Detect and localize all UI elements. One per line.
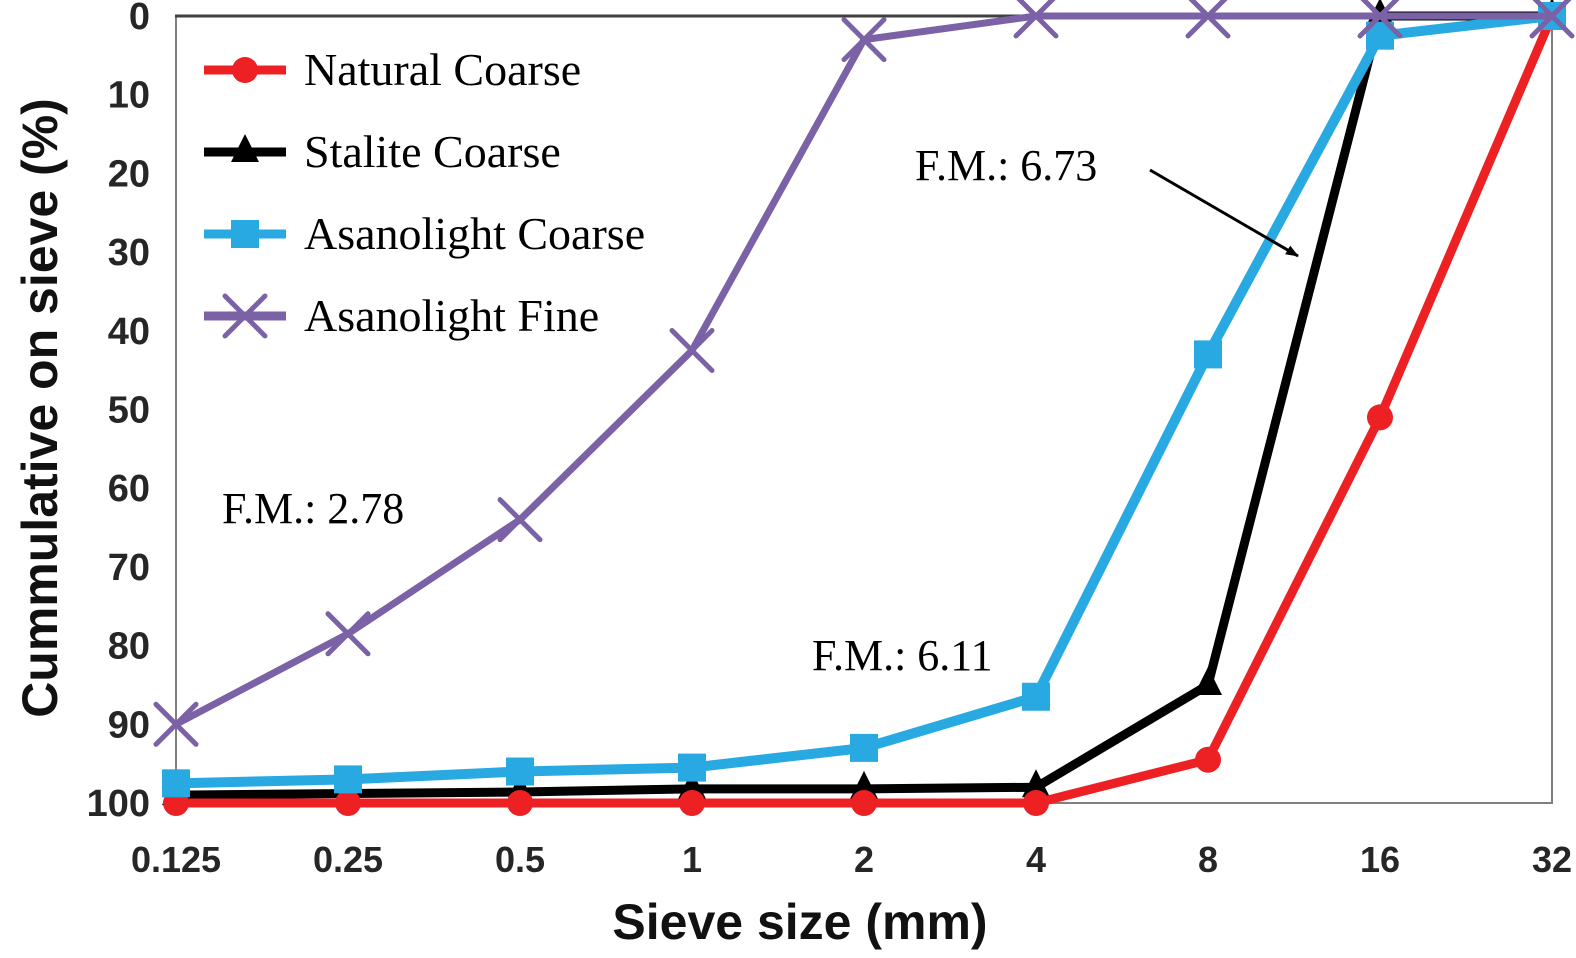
- x-marker: [222, 293, 268, 339]
- square-marker: [506, 757, 534, 786]
- annotation-text: F.M.: 2.78: [222, 484, 404, 533]
- square-marker: [334, 765, 362, 794]
- y-tick-label: 70: [108, 547, 150, 589]
- legend-label: Stalite Coarse: [304, 126, 561, 177]
- x-marker: [1529, 0, 1572, 39]
- y-tick-label: 30: [108, 232, 150, 274]
- square-marker: [231, 220, 259, 248]
- square-marker: [1022, 682, 1050, 711]
- x-tick-label: 16: [1360, 839, 1400, 880]
- x-tick-label: 0.5: [495, 839, 545, 880]
- triangle-marker: [231, 134, 259, 162]
- annotation-f-m-2-78: F.M.: 2.78: [222, 484, 404, 533]
- y-tick-label: 60: [108, 468, 150, 510]
- y-tick-label: 40: [108, 311, 150, 353]
- asanolight-fine-series: [153, 0, 1575, 747]
- asanolight-fine-line: [174, 12, 1552, 728]
- triangle-marker: [850, 770, 878, 799]
- x-marker: [1013, 0, 1056, 39]
- x-tick-label: 0.125: [131, 839, 221, 880]
- y-tick-label: 20: [108, 153, 150, 195]
- annotation-f-m-6-73: F.M.: 6.73: [915, 141, 1299, 258]
- circle-marker: [232, 57, 258, 83]
- circle-marker: [1195, 746, 1221, 773]
- triangle-marker: [1022, 769, 1050, 798]
- y-tick-label: 10: [108, 75, 150, 117]
- x-tick-label: 32: [1532, 839, 1572, 880]
- legend-label: Asanolight Fine: [304, 290, 599, 341]
- x-marker: [497, 497, 543, 543]
- annotation-text: F.M.: 6.73: [915, 141, 1097, 190]
- x-marker: [669, 327, 715, 373]
- y-tick-label: 90: [108, 704, 150, 746]
- y-tick-label: 80: [108, 626, 150, 668]
- x-tick-label: 0.25: [313, 839, 383, 880]
- triangle-marker: [1194, 666, 1222, 695]
- square-marker: [678, 753, 706, 782]
- square-marker: [162, 769, 190, 798]
- circle-marker: [679, 790, 705, 816]
- triangle-marker: [678, 770, 706, 799]
- asanolight-coarse-series: [162, 2, 1566, 798]
- square-marker: [850, 733, 878, 762]
- square-marker: [1194, 340, 1222, 369]
- legend-item-asanolight-coarse: Asanolight Coarse: [204, 208, 645, 259]
- stalite-coarse-series: [162, 0, 1566, 806]
- legend-label: Asanolight Coarse: [304, 208, 645, 259]
- y-tick-label: 0: [129, 0, 150, 38]
- x-marker: [841, 17, 887, 63]
- y-axis-title: Cummulative on sieve (%): [12, 98, 68, 718]
- legend-item-stalite-coarse: Stalite Coarse: [204, 126, 561, 177]
- legend: Natural Coarse Stalite Coarse Asanolight C…: [204, 44, 645, 341]
- x-marker: [1357, 0, 1400, 39]
- legend-item-asanolight-fine: Asanolight Fine: [204, 290, 599, 341]
- x-marker: [153, 701, 199, 747]
- legend-item-natural-coarse: Natural Coarse: [204, 44, 581, 95]
- y-tick-label: 100: [87, 783, 150, 825]
- legend-label: Natural Coarse: [304, 44, 581, 95]
- x-tick-label: 8: [1198, 839, 1218, 880]
- x-tick-label: 2: [854, 839, 874, 880]
- annotation-f-m-6-11: F.M.: 6.11: [812, 631, 993, 680]
- annotation-text: F.M.: 6.11: [812, 631, 993, 680]
- natural-coarse-series: [163, 3, 1565, 816]
- circle-marker: [851, 790, 877, 816]
- x-tick-label: 1: [682, 839, 702, 880]
- circle-marker: [335, 790, 361, 816]
- y-tick-label: 50: [108, 390, 150, 432]
- circle-marker: [507, 790, 533, 816]
- x-tick-label: 4: [1026, 839, 1046, 880]
- x-marker: [1185, 0, 1228, 39]
- x-axis-title: Sieve size (mm): [612, 894, 988, 950]
- x-marker: [325, 611, 371, 657]
- circle-marker: [1023, 790, 1049, 816]
- circle-marker: [1367, 404, 1393, 431]
- annotation-arrow: [1149, 168, 1299, 258]
